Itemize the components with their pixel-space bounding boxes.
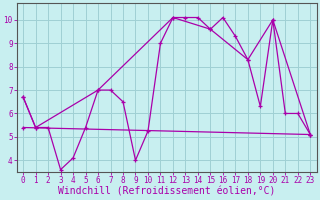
X-axis label: Windchill (Refroidissement éolien,°C): Windchill (Refroidissement éolien,°C)	[58, 187, 276, 197]
